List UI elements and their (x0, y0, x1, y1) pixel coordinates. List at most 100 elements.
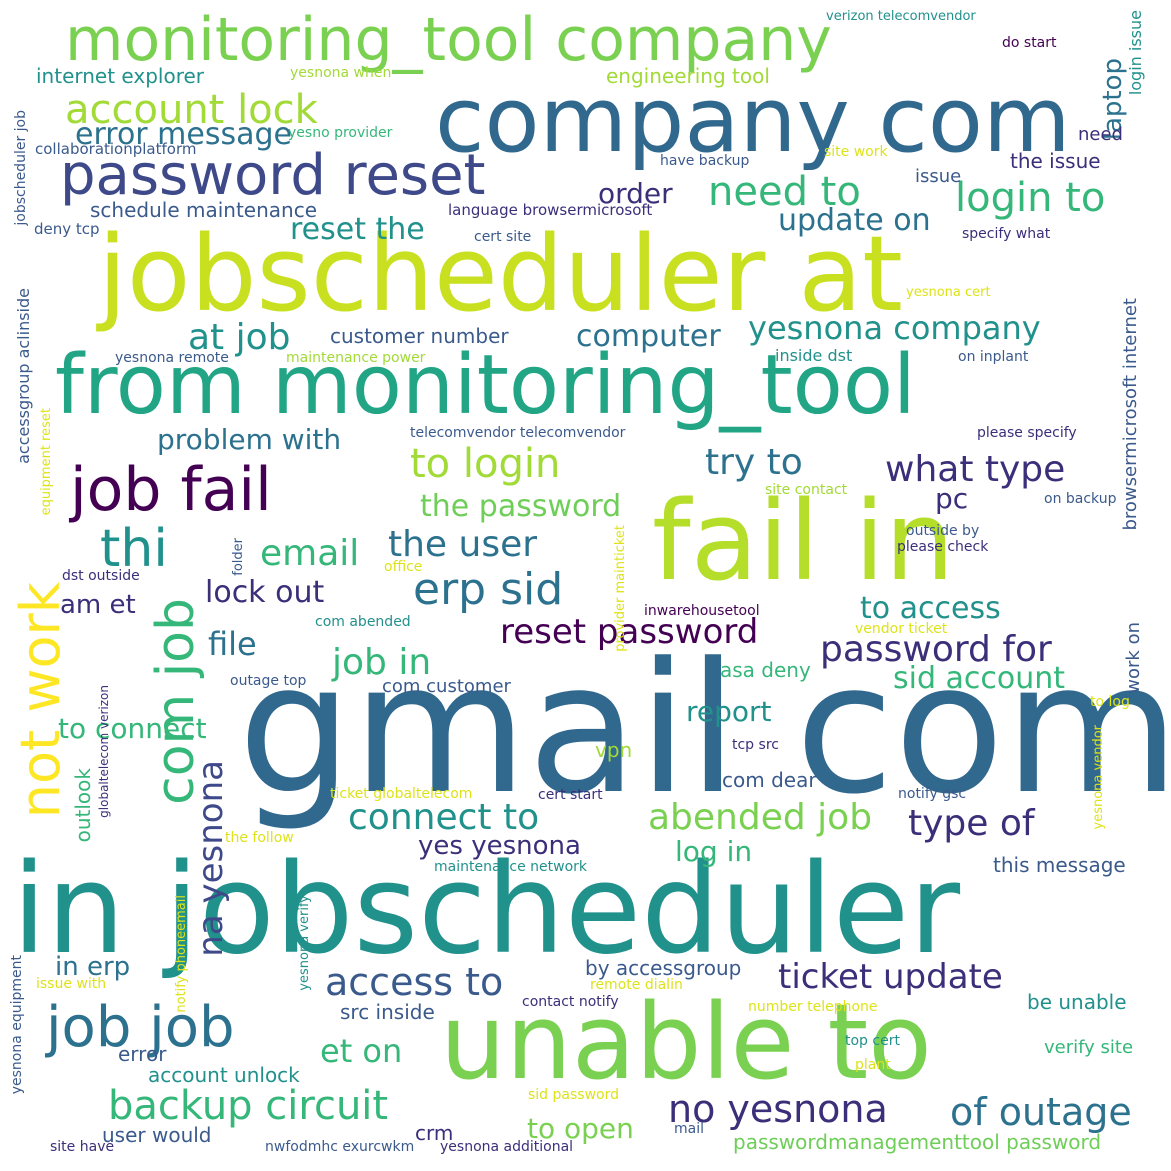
word-computer: computer (576, 319, 721, 354)
word-pc: pc (935, 482, 969, 515)
word-thi: thi (100, 519, 168, 579)
word-to-log: to log (1090, 694, 1130, 710)
word-yesno-provider: yesno provider (288, 125, 393, 141)
word-mail: mail (674, 1121, 704, 1137)
word-sid-account: sid account (893, 661, 1066, 696)
word-type-of: type of (908, 803, 1035, 844)
word-site-contact: site contact (765, 482, 848, 498)
word-on-inplant: on inplant (958, 349, 1029, 365)
word-engineering-tool: engineering tool (606, 64, 770, 88)
word-need: need (1078, 124, 1123, 145)
word-specify-what: specify what (962, 226, 1051, 242)
word-na-yesnona: na yesnona (191, 760, 231, 957)
word-jobscheduler-at: jobscheduler at (98, 213, 903, 335)
word-provider-mainticket: provider mainticket (613, 525, 628, 652)
word-to-connect: to connect (58, 712, 207, 745)
word-deny-tcp: deny tcp (34, 220, 100, 238)
word-site-work: site work (824, 144, 888, 160)
word-report: report (686, 695, 772, 728)
word-account-unlock: account unlock (148, 1063, 300, 1087)
word-error-message: error message (75, 117, 292, 152)
word-reset-the: reset the (290, 212, 425, 247)
word-error: error (118, 1042, 167, 1066)
word-accessgroup-aclinside: accessgroup aclinside (14, 288, 33, 464)
word-the-password: the password (420, 489, 622, 524)
word-yesnona-cert: yesnona cert (906, 285, 991, 300)
word-do-start: do start (1002, 35, 1057, 51)
word-issue-with: issue with (36, 976, 107, 992)
word-yesnona-when: yesnona when (290, 65, 392, 81)
word-customer-number: customer number (330, 324, 509, 348)
word-abended-job: abended job (648, 797, 873, 838)
word-yesnona-remote: yesnona remote (115, 350, 229, 366)
word-inside-dst: inside dst (775, 346, 853, 365)
word-com-customer: com customer (382, 676, 511, 697)
word-notify-phoneemail: notify phoneemail (174, 895, 189, 1013)
word-yes-yesnona: yes yesnona (418, 831, 581, 861)
word-update-on: update on (778, 203, 931, 238)
word-vpn: vpn (595, 738, 633, 762)
word-outlook: outlook (71, 768, 95, 843)
word-sid-password: sid password (528, 1087, 619, 1103)
word-connect-to: connect to (348, 797, 540, 838)
word-ticket-globaltelecom: ticket globaltelecom (330, 786, 473, 802)
word-maintenance-network: maintenance network (434, 859, 588, 875)
word-account-lock: account lock (65, 87, 318, 133)
word-gmail-com: gmail com (238, 625, 1171, 834)
word-try-to: try to (705, 442, 803, 483)
word-internet-explorer: internet explorer (36, 64, 205, 88)
word-the-issue: the issue (1010, 149, 1101, 173)
word-site-have: site have (50, 1139, 115, 1155)
word-number-telephone: number telephone (748, 999, 878, 1015)
word-user-would: user would (102, 1123, 212, 1147)
word-monitoring-tool-company: monitoring_tool company (65, 5, 832, 75)
word-vendor-ticket: vendor ticket (855, 621, 948, 637)
word-crm: crm (415, 1121, 454, 1145)
word-maintenance-power: maintenance power (286, 350, 426, 366)
word-password-reset: password reset (60, 143, 486, 208)
word-backup-circuit: backup circuit (108, 1083, 389, 1129)
word-unable-to: unable to (440, 981, 932, 1103)
word-access-to: access to (325, 960, 504, 1004)
word-to-access: to access (860, 591, 1001, 626)
word-passwordmanagementtool-password: passwordmanagementtool password (733, 1130, 1102, 1154)
word-browsermicrosoft-internet: browsermicrosoft internet (1120, 298, 1141, 531)
word-yesnona-additional: yesnona additional (440, 1139, 574, 1155)
word-what-type: what type (885, 449, 1066, 490)
word-nwfodmhc-exurcwkm: nwfodmhc exurcwkm (265, 1139, 415, 1155)
word-jobscheduler-job: jobscheduler job (13, 110, 29, 226)
word-please-specify: please specify (977, 425, 1077, 441)
word-no-yesnona: no yesnona (668, 1087, 888, 1131)
word-cert-start: cert start (538, 787, 603, 803)
word-folder: folder (231, 538, 246, 576)
word-job-in: job in (332, 642, 432, 683)
word-at-job: at job (188, 317, 291, 358)
word-yesnona-equipment: yesnona equipment (9, 955, 25, 1095)
word-collaborationplatform: collaborationplatform (35, 140, 197, 158)
word-remote-dialin: remote dialin (590, 977, 683, 993)
word-password-for: password for (820, 629, 1052, 670)
word-com-abended: com abended (315, 614, 411, 630)
word-need-to: need to (708, 169, 861, 215)
word-verizon-telecomvendor: verizon telecomvendor (826, 9, 976, 24)
word-the-user: the user (388, 524, 538, 565)
word-verify-site: verify site (1044, 1037, 1134, 1058)
word-the-follow: the follow (225, 830, 294, 846)
word-inwarehousetool: inwarehousetool (644, 603, 760, 619)
word-of-outage: of outage (950, 1090, 1132, 1134)
word-fail-in: fail in (652, 477, 955, 605)
word-be-unable: be unable (1027, 990, 1127, 1014)
word-file: file (208, 625, 257, 663)
word-by-accessgroup: by accessgroup (585, 956, 742, 980)
word-this-message: this message (993, 853, 1126, 877)
word-com-dear: com dear (722, 768, 817, 792)
word-log-in: log in (675, 835, 753, 868)
word-yesnona-verify: yesnona verify (297, 895, 312, 991)
word-dst-outside: dst outside (62, 568, 140, 584)
word-work-on: work on (1123, 622, 1144, 694)
word-globaltelecom-verizon: globaltelecom verizon (97, 685, 111, 818)
word-to-login: to login (410, 441, 561, 487)
word-order: order (598, 177, 673, 210)
word-equipment-reset: equipment reset (39, 408, 54, 516)
